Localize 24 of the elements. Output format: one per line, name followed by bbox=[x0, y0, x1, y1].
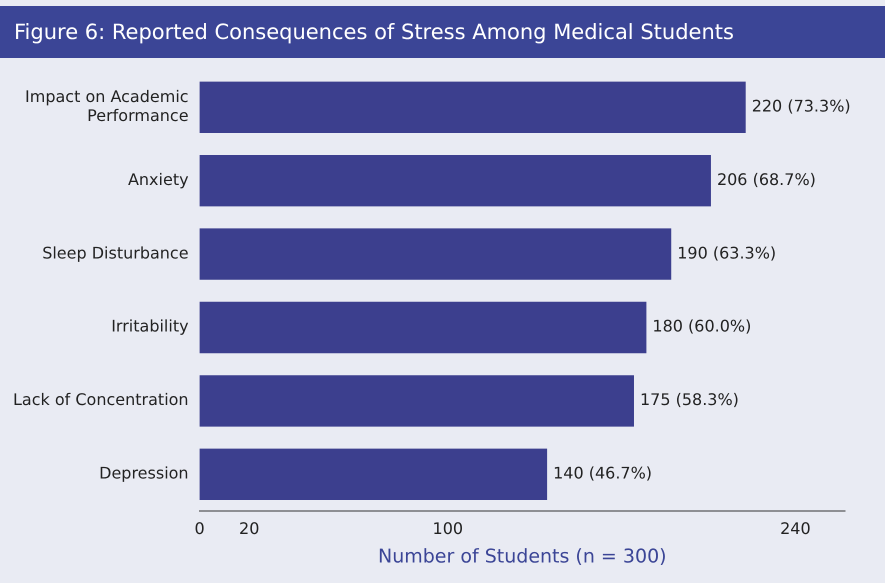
chart-title: Figure 6: Reported Consequences of Stress Among Medical Students bbox=[0, 6, 885, 58]
data-label: 140 (46.7%) bbox=[553, 463, 652, 482]
data-label: 206 (68.7%) bbox=[716, 170, 816, 189]
bar bbox=[200, 448, 548, 500]
bar bbox=[200, 155, 711, 206]
data-label: 220 (73.3%) bbox=[752, 96, 851, 116]
x-tick-label: 0 bbox=[194, 518, 205, 538]
y-tick-label: Irritability bbox=[111, 316, 189, 336]
bar bbox=[200, 82, 746, 133]
data-label: 190 (63.3%) bbox=[677, 243, 776, 262]
x-tick-label: 20 bbox=[239, 518, 260, 538]
y-tick-label: Lack of Concentration bbox=[13, 390, 189, 410]
y-tick-label: Anxiety bbox=[128, 170, 189, 189]
y-tick-label: Depression bbox=[99, 463, 189, 482]
x-tick-label: 100 bbox=[432, 518, 464, 538]
bar bbox=[200, 228, 672, 280]
y-tick-label: Sleep Disturbance bbox=[42, 243, 189, 262]
y-tick-label: Impact on Academic Performance bbox=[25, 86, 189, 126]
bar bbox=[200, 302, 646, 354]
data-label: 180 (60.0%) bbox=[652, 316, 752, 336]
data-label: 175 (58.3%) bbox=[640, 390, 739, 410]
x-axis-title: Number of Students (n = 300) bbox=[378, 546, 667, 568]
bar bbox=[200, 375, 634, 427]
x-tick-label: 240 bbox=[780, 518, 811, 538]
